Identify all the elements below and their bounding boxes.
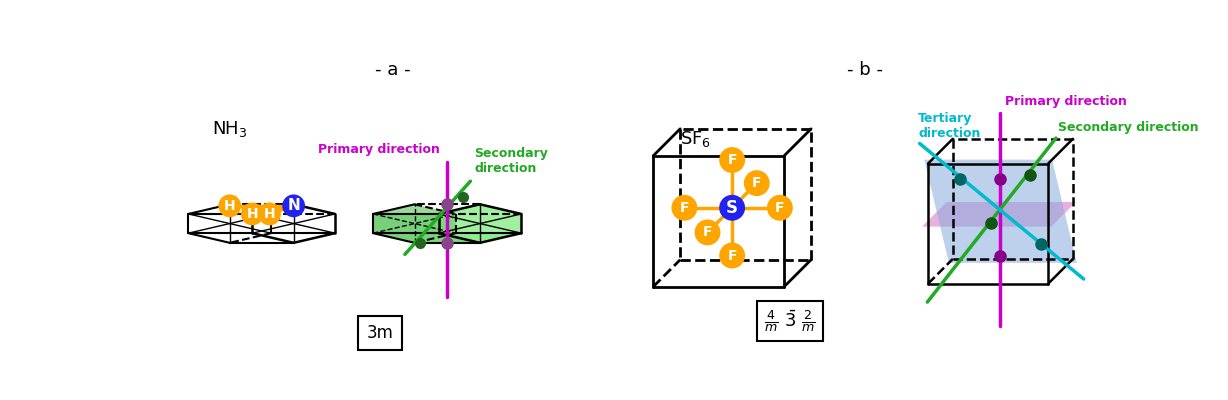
Polygon shape [373, 204, 456, 243]
Text: - b -: - b - [847, 60, 883, 78]
Circle shape [242, 204, 263, 224]
Text: N: N [287, 198, 300, 213]
Polygon shape [415, 233, 522, 243]
Circle shape [696, 221, 720, 244]
Text: S: S [726, 199, 738, 217]
Text: F: F [727, 153, 737, 167]
Polygon shape [438, 204, 522, 243]
Text: Primary direction: Primary direction [1005, 95, 1127, 108]
Circle shape [220, 196, 239, 216]
Polygon shape [922, 202, 1076, 227]
Text: - a -: - a - [375, 60, 411, 78]
Circle shape [259, 204, 280, 224]
Text: Tertiary
direction: Tertiary direction [919, 112, 980, 140]
Polygon shape [373, 233, 480, 243]
Circle shape [284, 196, 303, 216]
Circle shape [721, 196, 744, 219]
Circle shape [745, 172, 769, 195]
Text: Secondary
direction: Secondary direction [474, 147, 548, 175]
Text: NH$_3$: NH$_3$ [212, 119, 248, 139]
Text: F: F [775, 201, 785, 215]
Text: $\frac{4}{m}\ \bar{3}\ \frac{2}{m}$: $\frac{4}{m}\ \bar{3}\ \frac{2}{m}$ [764, 308, 817, 334]
Text: H: H [223, 199, 236, 213]
Text: Secondary direction: Secondary direction [1059, 121, 1199, 134]
Circle shape [673, 196, 696, 219]
Circle shape [721, 148, 744, 172]
Text: F: F [679, 201, 689, 215]
Text: F: F [702, 226, 712, 240]
Text: 3m: 3m [366, 324, 393, 342]
Text: Primary direction: Primary direction [318, 143, 440, 156]
Text: F: F [727, 248, 737, 262]
Text: F: F [752, 176, 761, 190]
Text: SF$_6$: SF$_6$ [680, 129, 711, 149]
Circle shape [769, 196, 791, 219]
Polygon shape [925, 160, 1077, 263]
Circle shape [721, 244, 744, 267]
Text: H: H [264, 207, 275, 221]
Text: H: H [247, 207, 258, 221]
Polygon shape [373, 214, 438, 233]
